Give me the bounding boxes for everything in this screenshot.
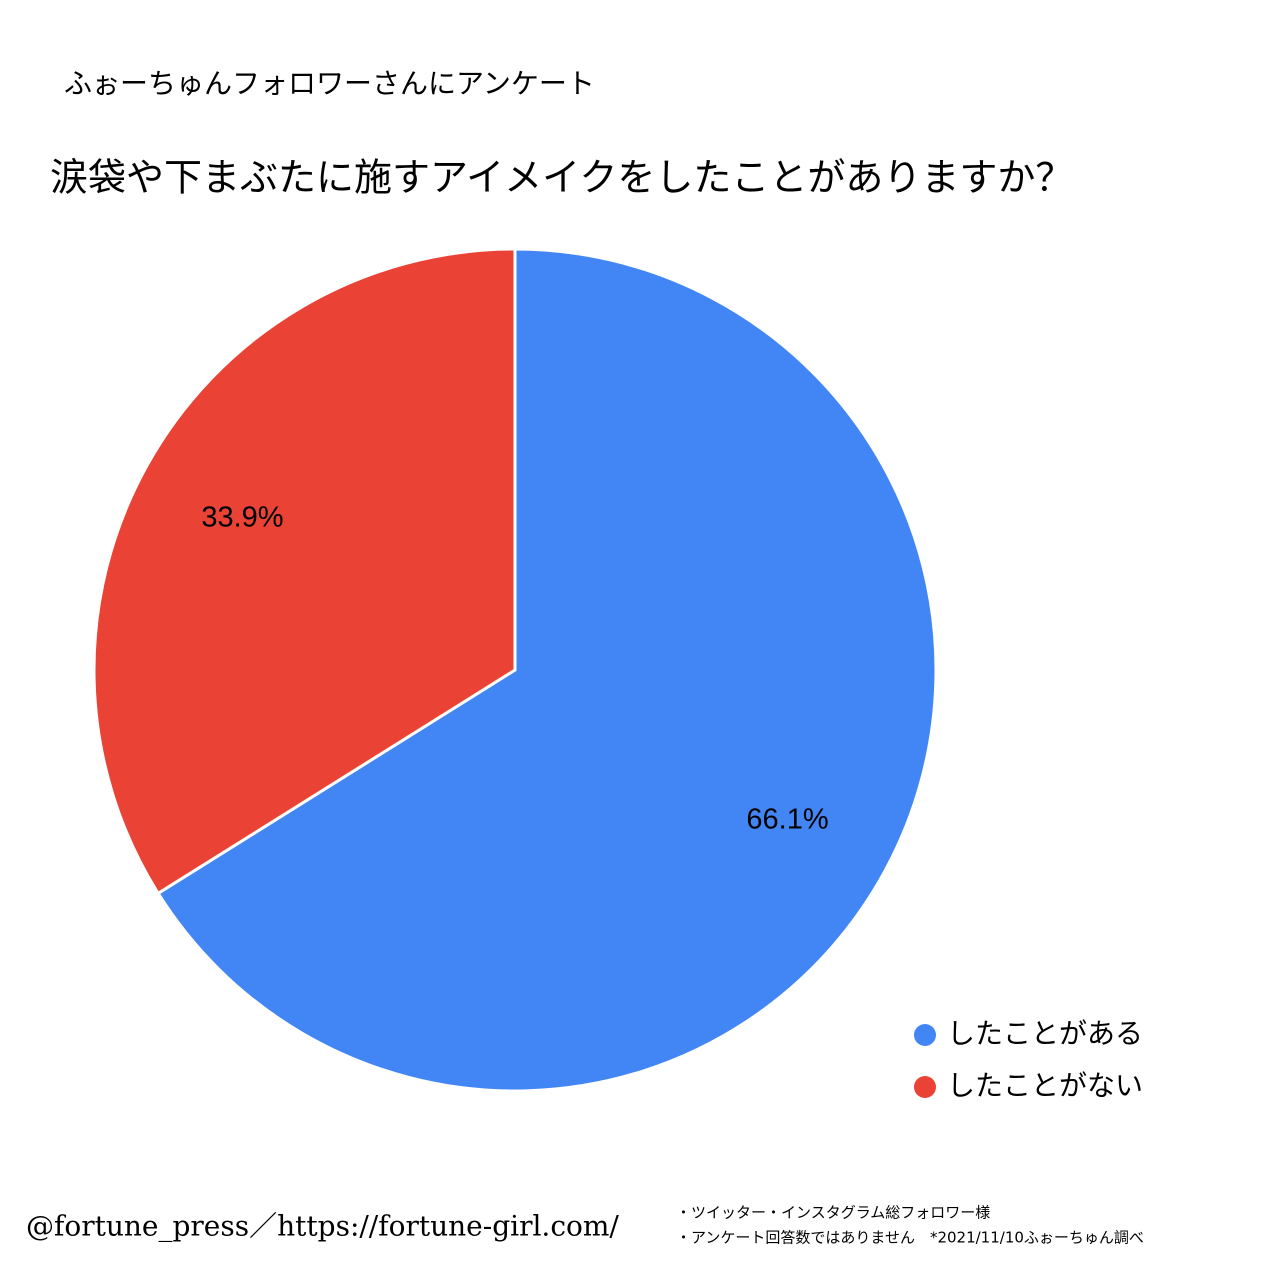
legend-swatch	[914, 1076, 936, 1098]
chart-subtitle: ふぉーちゅんフォロワーさんにアンケート	[64, 67, 595, 100]
pie-slice	[156, 247, 938, 1093]
pie-slice	[92, 247, 517, 896]
credit: @fortune_press／https://fortune-girl.com/	[26, 1210, 619, 1243]
legend-swatch	[914, 1024, 936, 1046]
legend-label: したことがある	[947, 1017, 1143, 1050]
value-label: 66.1%	[746, 804, 828, 836]
note: ・ツイッター・インスタグラム総フォロワー様	[676, 1204, 990, 1222]
chart-title: 涙袋や下まぶたに施すアイメイクをしたことがありますか？	[50, 156, 1073, 200]
note: ・アンケート回答数ではありません *2021/11/10ふぉーちゅん調べ	[676, 1229, 1144, 1247]
legend-label: したことがない	[947, 1069, 1143, 1102]
value-label: 33.9%	[201, 502, 283, 534]
